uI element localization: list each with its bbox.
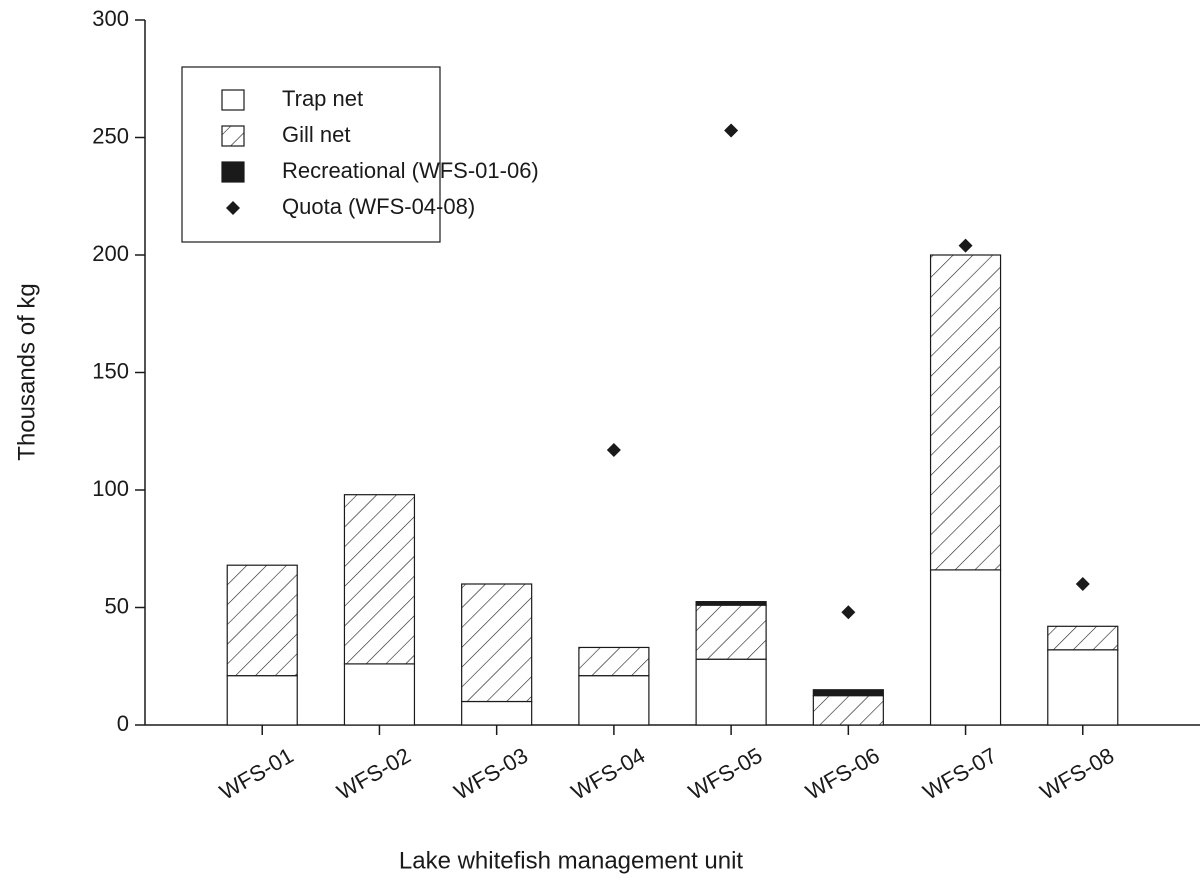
bar-segment [1047,649,1119,726]
legend-label: Gill net [282,122,350,147]
bar-segment [578,675,650,726]
bar-segment [695,604,767,660]
x-axis-label: Lake whitefish management unit [399,847,744,874]
y-tick-label: 250 [92,123,129,148]
legend-label: Recreational (WFS-01-06) [282,158,539,183]
x-tick-label: WFS-01 [215,743,297,805]
bar-segment [578,646,650,677]
bar-segment [812,689,884,697]
y-tick-label: 50 [105,593,129,618]
legend-swatch [221,125,245,147]
x-tick-label: WFS-07 [919,743,1001,805]
quota-point [606,443,621,458]
bar-segment [461,583,533,703]
bar-segment [812,695,884,726]
x-tick-label: WFS-03 [450,743,532,805]
x-tick-label: WFS-04 [567,743,649,805]
bar-segment [695,658,767,726]
legend-label: Quota (WFS-04-08) [282,194,475,219]
quota-point [1075,577,1090,591]
y-axis-label: Thousands of kg [13,283,40,460]
legend-marker [226,201,240,215]
bar-segment [929,254,1002,571]
quota-point [958,238,973,253]
y-tick-label: 150 [92,358,129,383]
y-tick-label: 300 [92,6,129,31]
y-tick-label: 0 [117,711,129,736]
x-tick-label: WFS-02 [332,743,414,805]
legend-swatch [221,89,245,111]
legend-swatch [221,161,245,183]
bar-segment [695,601,767,606]
legend-label: Trap net [282,86,363,111]
y-tick-label: 100 [92,476,129,501]
y-tick-label: 200 [92,241,129,266]
bar-segment [343,494,416,665]
bar-segment [1047,625,1119,651]
bar-segment [226,564,298,677]
bar-segment [929,569,1002,726]
bar-segment [461,700,533,726]
x-tick-label: WFS-06 [801,743,883,805]
x-tick-label: WFS-08 [1036,743,1118,805]
x-tick-label: WFS-05 [684,743,766,805]
quota-point [841,605,856,620]
quota-point [724,123,739,138]
bar-segment [343,663,416,726]
bar-segment [226,675,298,726]
